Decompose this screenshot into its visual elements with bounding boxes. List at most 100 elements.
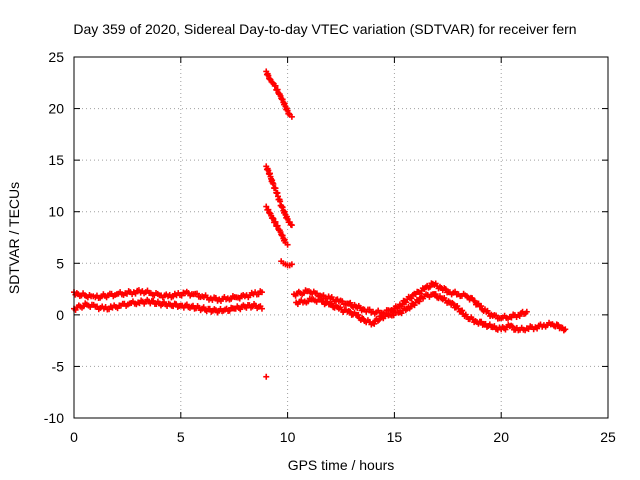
data-point-fill xyxy=(80,290,87,297)
data-point-fill xyxy=(73,290,80,297)
data-point-fill xyxy=(334,296,341,303)
x-tick-label: 0 xyxy=(70,429,78,445)
data-point-fill xyxy=(82,300,89,307)
data-point-fill xyxy=(411,302,418,309)
data-point-fill xyxy=(277,229,284,236)
data-point-fill xyxy=(450,301,457,308)
data-point-fill xyxy=(269,177,276,184)
data-point-fill xyxy=(194,290,201,297)
data-point-fill xyxy=(308,296,315,303)
data-point-fill xyxy=(488,323,495,330)
data-point-fill xyxy=(442,286,449,293)
data-point-fill xyxy=(107,303,114,310)
data-point-fill xyxy=(459,307,466,314)
data-point-fill xyxy=(86,291,93,298)
data-point-fill xyxy=(368,309,375,316)
data-point-fill xyxy=(493,312,500,319)
plot-frame xyxy=(73,56,609,419)
data-point-fill xyxy=(416,298,423,305)
points-layer xyxy=(71,68,569,380)
data-point-fill xyxy=(257,288,264,295)
data-point-fill xyxy=(255,291,262,298)
data-point-fill xyxy=(124,301,131,308)
data-point-fill xyxy=(178,292,185,299)
data-point-fill xyxy=(371,320,378,327)
x-tick-label: 20 xyxy=(493,429,509,445)
data-point-fill xyxy=(427,283,433,290)
data-point-fill xyxy=(146,290,153,297)
x-tick-label: 10 xyxy=(280,429,296,445)
y-axis-label: SDTVAR / TECUs xyxy=(6,182,22,294)
data-point-fill xyxy=(513,314,520,321)
tick-layer: 0 5 10 15 20 25 -10 -5 0 5 10 15 20 25 xyxy=(44,49,616,445)
y-tick-label: -10 xyxy=(44,410,64,426)
data-point-fill xyxy=(436,283,443,290)
data-point-fill xyxy=(251,300,258,307)
data-point-fill xyxy=(257,303,264,310)
data-point-fill xyxy=(283,213,290,220)
data-point-fill xyxy=(283,105,290,112)
data-point-fill xyxy=(90,301,97,308)
data-point-fill xyxy=(355,311,362,318)
data-point-fill xyxy=(522,310,529,317)
data-point-fill xyxy=(547,321,554,328)
data-point-fill xyxy=(112,292,119,299)
data-point-fill xyxy=(478,318,485,325)
data-point-fill xyxy=(279,204,286,211)
data-point-fill xyxy=(399,301,406,308)
data-point-fill xyxy=(351,301,358,308)
data-point-fill xyxy=(295,288,302,295)
data-point-fill xyxy=(462,311,469,318)
y-tick-label: 0 xyxy=(56,307,64,323)
x-tick-label: 25 xyxy=(600,429,616,445)
data-point-fill xyxy=(186,304,193,311)
data-point-fill xyxy=(555,322,562,329)
data-point-fill xyxy=(103,294,110,301)
data-point-fill xyxy=(454,303,461,310)
x-tick-label: 5 xyxy=(177,429,185,445)
data-point-fill xyxy=(366,306,373,313)
data-point xyxy=(288,113,295,120)
data-point-fill xyxy=(505,315,512,322)
data-point-fill xyxy=(479,321,486,328)
data-point-fill xyxy=(154,290,161,297)
data-point-fill xyxy=(281,236,288,243)
data-point-fill xyxy=(360,315,367,322)
data-point-fill xyxy=(116,302,123,309)
y-tick-label: 25 xyxy=(48,49,64,65)
data-point-fill xyxy=(97,294,104,301)
data-point-fill xyxy=(432,291,439,298)
y-tick-label: 20 xyxy=(48,101,64,117)
data-point-fill xyxy=(277,92,284,99)
data-point-fill xyxy=(304,288,311,295)
data-point-fill xyxy=(328,300,335,307)
chart-title: Day 359 of 2020, Sidereal Day-to-day VTE… xyxy=(73,21,576,37)
y-tick-label: -5 xyxy=(52,358,65,374)
data-point-fill xyxy=(376,316,383,323)
data-point-fill xyxy=(165,300,172,307)
data-point-fill xyxy=(522,327,529,334)
data-point-fill xyxy=(402,307,409,314)
data-point-fill xyxy=(264,70,271,77)
data-point-fill xyxy=(266,170,273,177)
data-point-fill xyxy=(420,295,427,302)
data-point-fill xyxy=(120,291,127,298)
data-point-fill xyxy=(313,290,320,297)
data-point-fill xyxy=(508,314,515,321)
data-point xyxy=(284,241,291,248)
data-point-fill xyxy=(310,288,317,295)
y-tick-label: 5 xyxy=(56,255,64,271)
data-point-fill xyxy=(478,303,485,310)
data-point-fill xyxy=(75,302,82,309)
data-point-fill xyxy=(408,295,415,302)
data-point-fill xyxy=(491,323,498,330)
data-point-fill xyxy=(516,313,523,320)
data-point xyxy=(269,79,276,86)
data-point-fill xyxy=(208,308,215,315)
data-point-fill xyxy=(264,165,271,172)
data-point-fill xyxy=(320,292,327,299)
data-point-fill xyxy=(286,110,293,117)
data-point xyxy=(288,261,295,268)
data-point-fill xyxy=(279,232,286,239)
